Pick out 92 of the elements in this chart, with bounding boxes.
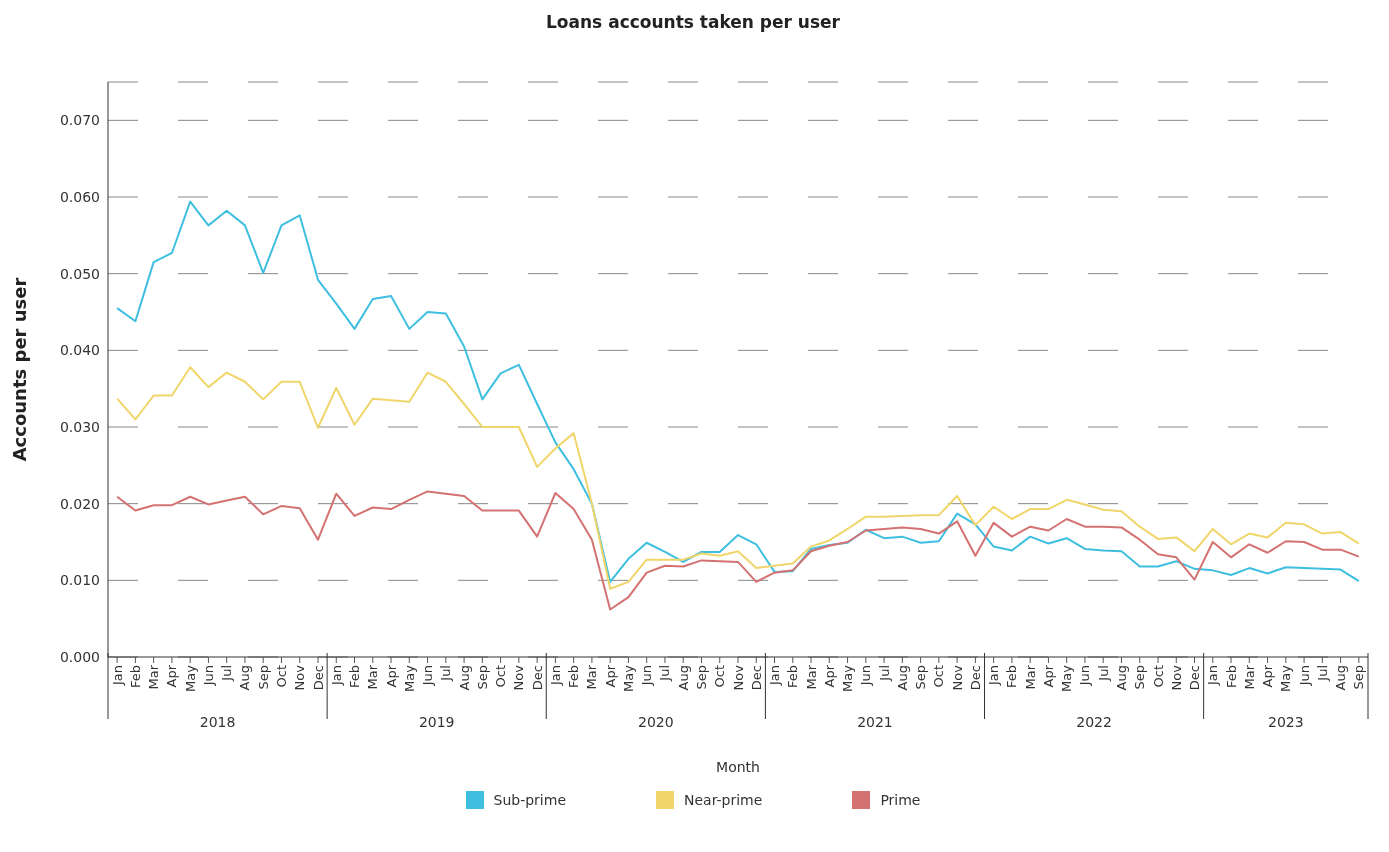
line-series — [116, 200, 1360, 583]
x-tick-label: Oct — [273, 665, 289, 688]
x-tick-label: Feb — [127, 665, 143, 689]
x-tick-label: Apr — [602, 664, 618, 688]
y-tick-label: 0.060 — [59, 188, 100, 205]
x-tick-label: Jun — [858, 665, 874, 687]
x-tick-label: Feb — [566, 665, 582, 689]
x-tick-label: Apr — [1040, 664, 1056, 688]
x-tick-label: Jan — [547, 665, 563, 687]
x-tick-label: Sep — [1351, 665, 1367, 690]
x-tick-label: Nov — [292, 664, 308, 691]
x-tick-label: Dec — [967, 665, 983, 691]
x-tick-label: Jul — [1314, 665, 1330, 682]
x-tick-label: Jan — [767, 665, 783, 687]
x-tick-label: Dec — [748, 665, 764, 691]
x-tick-label: Oct — [1150, 665, 1166, 688]
x-tick-label: Jan — [986, 665, 1002, 687]
x-tick-label: Aug — [675, 665, 691, 691]
x-tick-label: May — [1059, 664, 1075, 692]
x-tick-label: Dec — [1187, 665, 1203, 691]
x-tick-label: Apr — [821, 664, 837, 688]
y-tick-label: 0.050 — [59, 265, 100, 282]
x-tick-label: Sep — [1132, 665, 1148, 690]
x-tick-label: Jan — [328, 665, 344, 687]
x-tick-label: Apr — [1260, 664, 1276, 688]
x-tick-label: Jul — [438, 665, 454, 682]
x-tick-label: Sep — [913, 665, 929, 690]
x-tick-label: Sep — [474, 665, 490, 690]
x-tick-label: Oct — [931, 665, 947, 688]
x-tick-label: Sep — [255, 665, 271, 690]
x-tick-label: Nov — [949, 664, 965, 691]
text: 2023 — [1268, 714, 1304, 730]
x-tick-label: May — [401, 664, 417, 692]
x-axis-title: Month — [716, 759, 760, 775]
x-tick-label: Nov — [1168, 664, 1184, 691]
x-tick-label: Jul — [219, 665, 235, 682]
y-tick-label: 0.000 — [59, 648, 100, 665]
line-series — [116, 490, 1360, 611]
y-tick-label: 0.030 — [59, 418, 100, 435]
x-tick-label: Aug — [1333, 665, 1349, 691]
x-tick-label: Apr — [164, 664, 180, 688]
y-tick-label: 0.070 — [59, 112, 100, 129]
x-tick-label: Mar — [365, 664, 381, 690]
x-tick-label: Mar — [803, 664, 819, 690]
x-tick-label: May — [620, 664, 636, 692]
x-tick-label: Feb — [347, 665, 363, 689]
x-tick-label: Jul — [657, 665, 673, 682]
x-tick-label: Aug — [894, 665, 910, 691]
x-tick-label: May — [840, 664, 856, 692]
text: 2020 — [638, 714, 674, 730]
text: 2021 — [857, 714, 893, 730]
x-tick-label: Feb — [1223, 665, 1239, 689]
x-tick-label: Aug — [1113, 665, 1129, 691]
y-tick-label: 0.040 — [59, 342, 100, 359]
x-tick-label: Jul — [876, 665, 892, 682]
x-tick-label: Oct — [712, 665, 728, 688]
x-tick-label: Mar — [1241, 664, 1257, 690]
x-tick-label: Jun — [200, 665, 216, 687]
x-tick-label: Dec — [529, 665, 545, 691]
y-tick-label: 0.010 — [59, 572, 100, 589]
x-tick-label: May — [182, 664, 198, 692]
x-tick-label: Mar — [1022, 664, 1038, 690]
legend-label: Sub-prime — [493, 792, 566, 808]
x-tick-label: Feb — [1004, 665, 1020, 689]
x-tick-label: Jun — [420, 665, 436, 687]
x-tick-label: Sep — [693, 665, 709, 690]
x-tick-label: May — [1278, 664, 1294, 692]
y-tick-label: 0.020 — [59, 495, 100, 512]
line-series — [116, 366, 1360, 590]
x-tick-label: Jul — [1095, 665, 1111, 682]
x-tick-label: Aug — [456, 665, 472, 691]
x-tick-label: Jun — [1296, 665, 1312, 687]
x-tick-label: Jun — [639, 665, 655, 687]
x-tick-label: Mar — [584, 664, 600, 690]
text: 2019 — [418, 714, 455, 730]
x-tick-label: Apr — [383, 664, 399, 688]
x-tick-label: Aug — [237, 665, 253, 691]
x-tick-label: Oct — [493, 665, 509, 688]
text: 2022 — [1076, 714, 1112, 730]
legend-label: Prime — [880, 792, 921, 808]
text: 2018 — [199, 714, 236, 730]
x-tick-label: Nov — [730, 664, 746, 691]
x-tick-label: Dec — [310, 665, 326, 691]
x-tick-label: Jan — [1205, 665, 1221, 687]
x-tick-label: Jan — [109, 665, 125, 687]
x-tick-label: Jun — [1077, 665, 1093, 687]
x-tick-label: Feb — [785, 665, 801, 689]
y-axis-title: Accounts per user — [9, 277, 31, 462]
x-tick-label: Nov — [511, 664, 527, 691]
legend-label: Near-prime — [684, 792, 763, 808]
chart-title: Loans accounts taken per user — [545, 11, 841, 32]
x-tick-label: Mar — [146, 664, 162, 690]
